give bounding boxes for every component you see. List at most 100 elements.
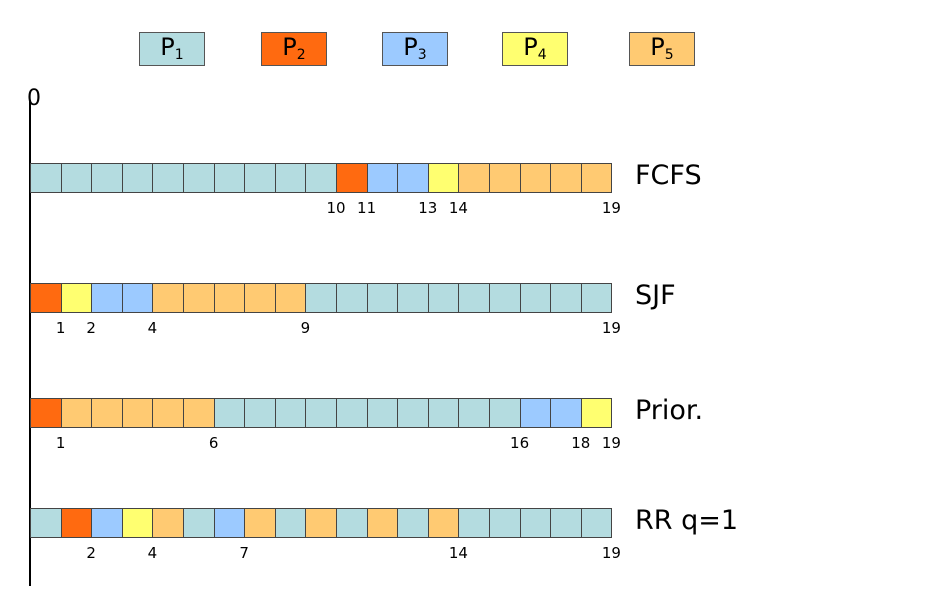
time-slot-p1 [336,398,368,428]
time-slot-p1 [305,283,337,313]
time-slot-p1 [520,283,551,313]
time-slot-p5 [581,163,612,193]
time-slot-p5 [520,163,551,193]
time-slot-p1 [367,398,398,428]
time-slot-p1 [244,163,276,193]
time-slot-p5 [91,398,123,428]
time-axis-line [29,100,31,586]
time-tick-label: 16 [510,434,530,452]
time-slot-p1 [30,163,62,193]
time-slot-p1 [458,398,490,428]
time-slot-p5 [152,283,184,313]
legend-label-base: P [282,33,297,61]
legend-label: P2 [282,35,305,62]
time-slot-p5 [428,508,459,538]
time-slot-p5 [183,283,215,313]
legend-item-p1: P1 [139,32,205,66]
time-slot-p5 [214,283,245,313]
time-slot-p3 [91,283,123,313]
time-slot-p1 [305,398,337,428]
time-slot-p1 [275,508,306,538]
time-tick-label: 14 [448,199,468,217]
legend-label: P5 [650,35,673,62]
time-slot-p2 [336,163,368,193]
time-slot-p1 [428,283,459,313]
time-tick-label: 13 [418,199,438,217]
time-slot-p1 [183,508,215,538]
legend-label-base: P [403,33,418,61]
algorithm-label: SJF [635,280,676,311]
time-slot-p5 [61,398,92,428]
legend-label-subscript: 5 [664,47,674,63]
time-slot-p1 [489,398,521,428]
time-slot-p4 [581,398,612,428]
time-tick-label: 2 [86,319,96,337]
legend-label-subscript: 3 [417,47,427,63]
algorithm-label: FCFS [635,160,702,191]
time-slot-p1 [550,283,582,313]
time-slot-p5 [152,398,184,428]
time-tick-label: 19 [601,199,621,217]
time-tick-label: 10 [326,199,346,217]
time-slot-p1 [428,398,459,428]
time-slot-p5 [152,508,184,538]
time-slot-p1 [61,163,92,193]
time-slot-p1 [489,508,521,538]
legend-label-base: P [650,33,665,61]
time-tick-label: 1 [55,319,66,337]
legend-item-p2: P2 [261,32,327,66]
time-slot-p1 [397,283,429,313]
time-slot-p5 [183,398,215,428]
time-slot-p3 [122,283,153,313]
time-slot-p4 [428,163,459,193]
time-slot-p2 [30,398,62,428]
time-slot-p1 [520,508,551,538]
time-slot-p5 [244,283,276,313]
time-slot-p3 [397,163,429,193]
legend-item-p3: P3 [382,32,448,66]
time-slot-p1 [30,508,62,538]
time-slot-p3 [91,508,123,538]
time-tick-label: 14 [448,544,468,562]
time-slot-p5 [550,163,582,193]
legend-item-p5: P5 [629,32,695,66]
time-slot-p3 [214,508,245,538]
time-slot-p1 [214,163,245,193]
legend-label: P4 [523,35,546,62]
time-tick-label: 4 [147,319,158,337]
legend-label-subscript: 2 [296,47,306,63]
time-tick-label: 6 [208,434,219,452]
time-slot-p4 [122,508,153,538]
time-slot-p3 [367,163,398,193]
time-slot-p1 [214,398,245,428]
time-slot-p4 [61,283,92,313]
time-slot-p1 [581,283,612,313]
legend-label: P3 [403,35,426,62]
time-slot-p1 [275,398,306,428]
time-slot-p1 [183,163,215,193]
time-tick-label: 19 [601,544,621,562]
time-slot-p3 [550,398,582,428]
time-slot-p1 [397,398,429,428]
time-slot-p2 [30,283,62,313]
time-tick-label: 11 [357,199,377,217]
time-slot-p1 [581,508,612,538]
time-slot-p5 [305,508,337,538]
time-slot-p5 [458,163,490,193]
time-slot-p1 [458,283,490,313]
legend-label-subscript: 1 [174,47,184,63]
time-slot-p2 [61,508,92,538]
time-slot-p1 [336,508,368,538]
time-slot-p5 [489,163,521,193]
time-tick-label: 19 [601,319,621,337]
time-slot-p1 [550,508,582,538]
legend-label-subscript: 4 [537,47,547,63]
time-slot-p3 [520,398,551,428]
legend-label-base: P [523,33,538,61]
time-slot-p1 [305,163,337,193]
time-slot-p5 [122,398,153,428]
algorithm-label: Prior. [635,395,704,426]
time-slot-p5 [275,283,306,313]
time-slot-p5 [367,508,398,538]
time-slot-p1 [152,163,184,193]
